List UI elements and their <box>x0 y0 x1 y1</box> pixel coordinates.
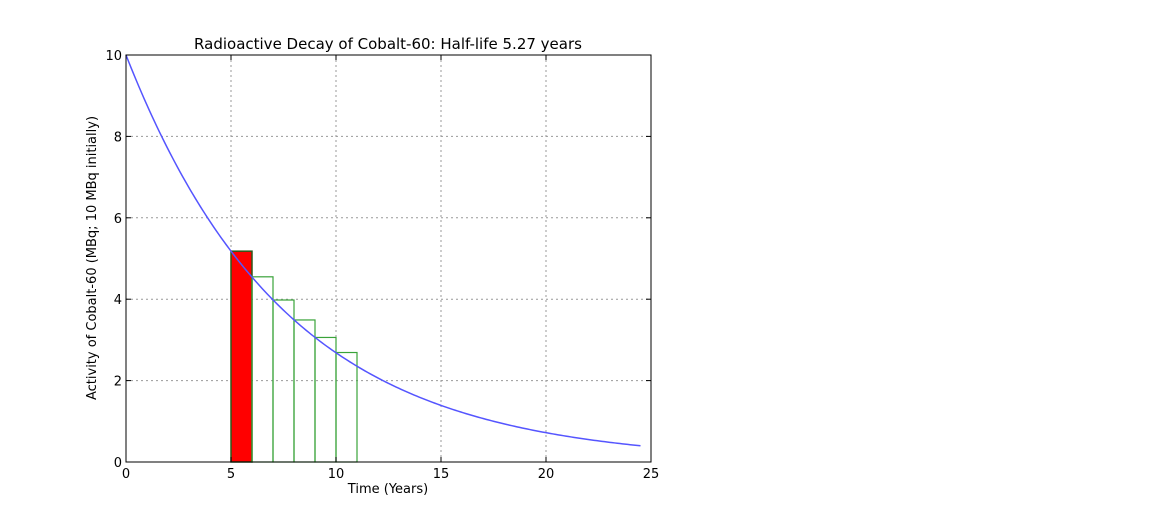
plot-frame <box>125 54 652 463</box>
y-tick-label: 0 <box>114 456 122 471</box>
bar <box>335 351 358 463</box>
decay-curve <box>125 54 641 447</box>
x-axis-ticks: 0 5 10 15 20 25 <box>122 55 659 482</box>
bar <box>314 336 337 463</box>
y-tick-label: 2 <box>114 375 122 390</box>
bar <box>251 276 274 463</box>
x-tick-label: 0 <box>122 467 130 482</box>
bar <box>293 319 316 463</box>
y-tick-label: 8 <box>114 130 122 145</box>
x-tick-label: 5 <box>227 467 235 482</box>
x-tick-label: 10 <box>328 467 345 482</box>
y-axis-label: Activity of Cobalt-60 (MBq; 10 MBq initi… <box>85 116 100 400</box>
y-axis-ticks: 0 2 4 6 8 10 <box>105 49 651 471</box>
highlighted-bar <box>230 250 253 463</box>
decay-curve-group <box>125 54 641 447</box>
x-tick-label: 15 <box>433 467 450 482</box>
chart-title: Radioactive Decay of Cobalt-60: Half-lif… <box>194 35 582 53</box>
x-tick-label: 25 <box>643 467 660 482</box>
x-tick-label: 20 <box>538 467 555 482</box>
y-tick-label: 10 <box>105 49 122 64</box>
bars-group <box>230 250 358 463</box>
y-tick-label: 6 <box>114 212 122 227</box>
grid-lines <box>126 55 651 462</box>
x-axis-label: Time (Years) <box>347 482 428 497</box>
y-tick-label: 4 <box>114 293 122 308</box>
